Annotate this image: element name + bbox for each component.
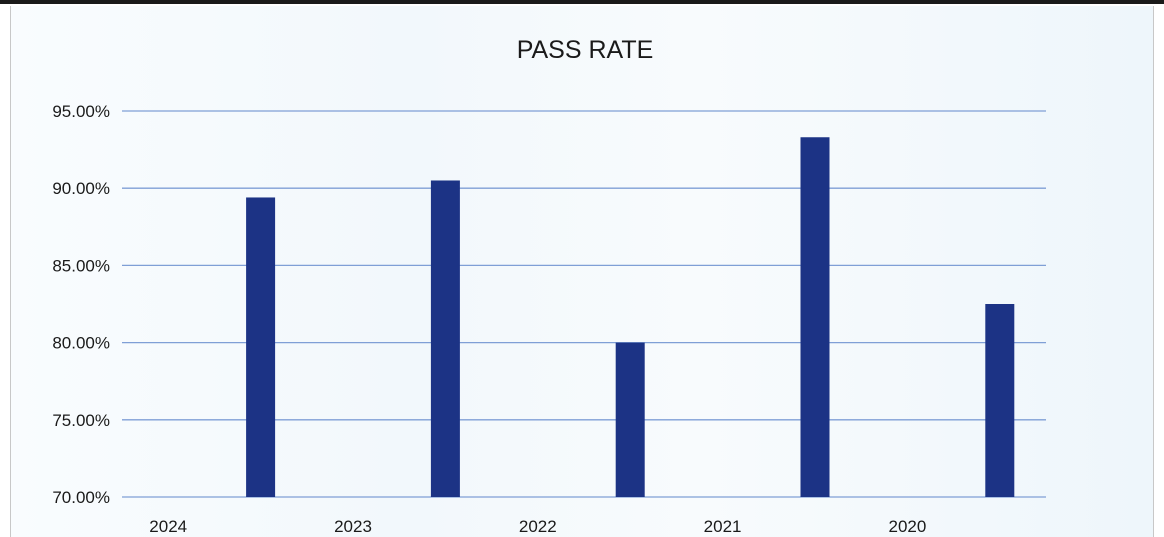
bar-2020 [985, 304, 1015, 497]
y-tick-label: 70.00% [52, 488, 110, 507]
bar-2021 [800, 137, 830, 498]
x-category-label: 2020 [888, 517, 926, 536]
bars [246, 137, 1015, 498]
chart-frame [10, 6, 1154, 537]
bar-2024 [246, 197, 276, 498]
y-tick-label: 80.00% [52, 334, 110, 353]
chart-title: PASS RATE [517, 36, 654, 64]
gridlines [122, 110, 1046, 498]
x-axis-category-labels: 2024 2023 2022 2021 2020 [149, 517, 926, 536]
x-category-label: 2021 [704, 517, 742, 536]
y-tick-label: 85.00% [52, 256, 110, 275]
bar-2023 [430, 180, 460, 498]
x-category-label: 2024 [149, 517, 187, 536]
y-tick-label: 95.00% [52, 102, 110, 121]
scan-top-rule [0, 0, 1164, 4]
bar-2022 [615, 342, 645, 497]
x-category-label: 2023 [334, 517, 372, 536]
x-category-label: 2022 [519, 517, 557, 536]
y-tick-label: 90.00% [52, 179, 110, 198]
y-tick-label: 75.00% [52, 411, 110, 430]
y-axis-tick-labels: 95.00% 90.00% 85.00% 80.00% 75.00% 70.00% [52, 102, 110, 507]
